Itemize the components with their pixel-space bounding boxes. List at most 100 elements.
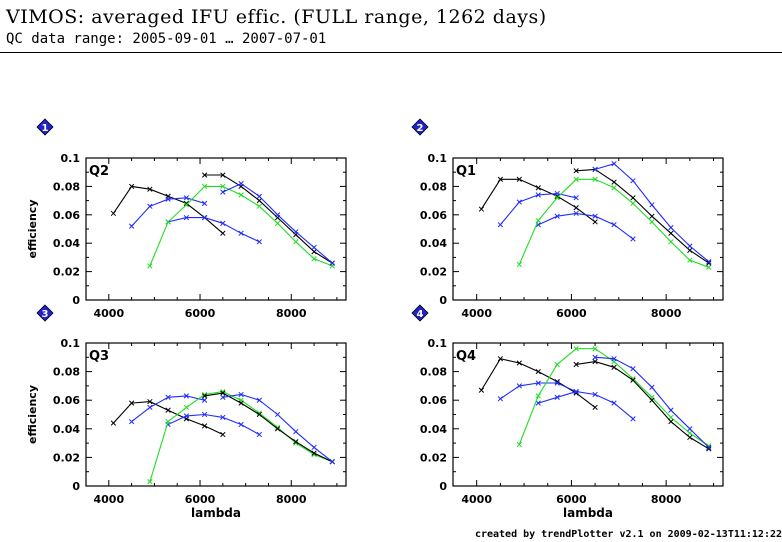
data-point-mark: [668, 239, 674, 245]
data-point: [535, 192, 541, 198]
data-point-mark: [592, 358, 598, 365]
data-series-black: [478, 176, 598, 225]
data-point-mark: [201, 393, 208, 399]
data-point-mark: [147, 404, 153, 411]
data-point-mark: [535, 380, 541, 386]
data-point: [274, 426, 281, 432]
data-point-mark: [165, 196, 171, 202]
data-point-mark: [592, 354, 598, 360]
data-point-mark: [293, 429, 299, 435]
data-point: [649, 213, 655, 219]
data-point: [183, 404, 190, 411]
data-point-mark: [311, 256, 317, 262]
panel-marker-label: 3: [42, 309, 49, 320]
panel-marker-label: 2: [417, 123, 424, 134]
data-point-mark: [311, 249, 317, 255]
data-point: [668, 230, 674, 236]
data-point-mark: [165, 418, 171, 425]
data-series-green: [516, 176, 712, 270]
data-point: [256, 239, 262, 245]
data-point-mark: [238, 391, 244, 398]
data-point-mark: [630, 377, 636, 383]
data-point-mark: [256, 203, 262, 209]
data-point-mark: [329, 260, 335, 266]
data-point-mark: [516, 199, 522, 205]
x-tick-label: 8000: [276, 307, 307, 320]
data-point-mark: [220, 394, 226, 400]
x-tick-label: 6000: [185, 307, 216, 320]
data-point: [183, 393, 190, 399]
data-point-mark: [165, 407, 171, 413]
data-series-green: [147, 183, 335, 269]
data-point-mark: [573, 195, 579, 201]
data-point-mark: [274, 220, 281, 226]
data-point-mark: [201, 200, 208, 207]
data-point: [256, 197, 262, 204]
data-point-mark: [497, 176, 504, 182]
data-point: [706, 259, 712, 265]
data-series-black: [110, 398, 226, 438]
data-point-mark: [497, 356, 504, 362]
panel-marker-diamond: [36, 304, 54, 322]
data-point-mark: [201, 397, 208, 403]
data-point: [147, 263, 153, 269]
data-point: [165, 196, 171, 202]
data-point-mark: [110, 210, 117, 217]
series-line: [576, 168, 710, 264]
plot-frame: [452, 342, 724, 487]
data-point-mark: [147, 263, 153, 269]
data-point: [329, 459, 335, 465]
data-point-mark: [668, 230, 674, 236]
data-point-mark: [535, 192, 541, 198]
data-point: [554, 380, 560, 386]
data-point: [128, 183, 135, 190]
panel-marker-label: 4: [417, 309, 424, 320]
data-point: [687, 257, 693, 263]
data-point-mark: [183, 413, 190, 419]
data-point: [706, 264, 712, 270]
y-tick-label: 0.1: [61, 337, 81, 350]
data-point-mark: [183, 393, 190, 399]
data-point: [201, 183, 208, 190]
data-point-mark: [554, 195, 560, 201]
data-series-blue: [128, 195, 208, 229]
y-tick-label: 0.02: [420, 266, 447, 279]
data-point-mark: [687, 434, 693, 441]
data-point-mark: [687, 430, 693, 436]
data-point-mark: [311, 451, 317, 458]
data-point-mark: [238, 192, 244, 198]
data-point-mark: [592, 391, 598, 398]
data-point: [256, 193, 262, 199]
data-point: [668, 418, 674, 425]
data-point: [147, 479, 153, 485]
series-line: [538, 212, 634, 240]
data-point-mark: [183, 200, 190, 207]
y-tick-label: 0.06: [420, 394, 447, 407]
chart-panel-2: 2 0 0.02 0.04 0.06 0.08 0.1 4000 6000 8000 Q1: [411, 118, 724, 320]
data-point: [256, 431, 262, 438]
data-point-mark: [516, 383, 522, 389]
data-point-mark: [128, 418, 135, 425]
data-point: [535, 217, 541, 224]
y-tick-label: 0.04: [53, 423, 80, 436]
data-point: [668, 224, 674, 231]
data-point-mark: [630, 366, 636, 372]
data-point: [573, 195, 579, 201]
series-line: [149, 391, 333, 482]
data-point: [220, 172, 226, 178]
data-point-mark: [706, 260, 712, 266]
data-point: [687, 430, 693, 436]
data-series-blue: [128, 393, 208, 425]
data-point-mark: [256, 431, 262, 438]
data-point: [630, 195, 636, 201]
panel-marker-diamond: [411, 304, 429, 322]
y-tick-label: 0.08: [420, 366, 447, 379]
data-point-mark: [630, 376, 636, 382]
data-series-blue: [535, 388, 636, 422]
series-line: [167, 413, 260, 435]
data-point: [220, 189, 226, 195]
data-series-blue: [497, 190, 579, 228]
data-point-mark: [611, 364, 617, 370]
data-point: [201, 214, 208, 221]
data-point-mark: [183, 214, 190, 221]
